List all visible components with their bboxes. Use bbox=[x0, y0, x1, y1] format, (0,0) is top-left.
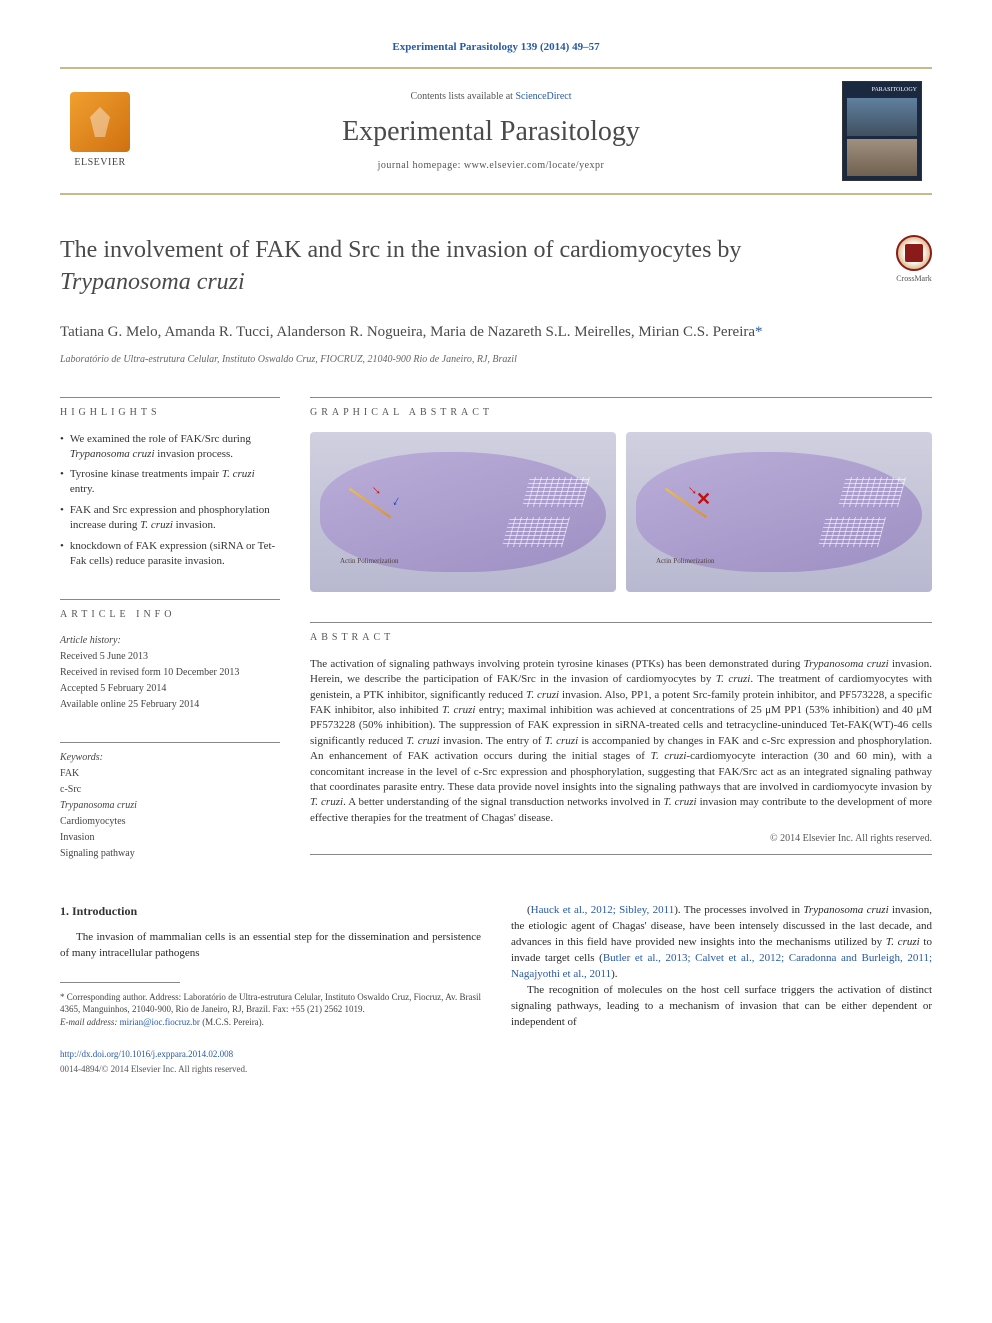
author-names: Tatiana G. Melo, Amanda R. Tucci, Alande… bbox=[60, 324, 755, 340]
highlight-item: Tyrosine kinase treatments impair T. cru… bbox=[60, 467, 280, 497]
keyword-item: Invasion bbox=[60, 831, 280, 845]
affiliation: Laboratório de Ultra-estrutura Celular, … bbox=[60, 353, 932, 367]
online-date: Available online 25 February 2014 bbox=[60, 698, 280, 712]
crossmark-label: CrossMark bbox=[896, 273, 932, 284]
citation-header: Experimental Parasitology 139 (2014) 49–… bbox=[60, 40, 932, 55]
keyword-item: FAK bbox=[60, 767, 280, 781]
separator bbox=[60, 742, 280, 743]
graphical-abstract-label: GRAPHICAL ABSTRACT bbox=[310, 397, 932, 420]
keywords-label: Keywords: bbox=[60, 751, 280, 765]
doi-link[interactable]: http://dx.doi.org/10.1016/j.exppara.2014… bbox=[60, 1048, 481, 1061]
cover-caption: PARASITOLOGY bbox=[847, 86, 917, 94]
keyword-item: Trypanosoma cruzi bbox=[60, 799, 280, 813]
homepage-line: journal homepage: www.elsevier.com/locat… bbox=[140, 159, 842, 173]
highlight-item: FAK and Src expression and phosphorylati… bbox=[60, 503, 280, 533]
highlight-item: We examined the role of FAK/Src during T… bbox=[60, 432, 280, 462]
journal-cover-thumbnail: PARASITOLOGY bbox=[842, 81, 922, 181]
homepage-prefix: journal homepage: bbox=[378, 160, 464, 171]
crossmark-icon bbox=[896, 235, 932, 271]
homepage-url[interactable]: www.elsevier.com/locate/yexpr bbox=[464, 160, 604, 171]
highlights-list: We examined the role of FAK/Src during T… bbox=[60, 432, 280, 569]
keywords: Keywords: FAK c-Src Trypanosoma cruzi Cardi… bbox=[60, 751, 280, 861]
title-species: Trypanosoma cruzi bbox=[60, 269, 245, 295]
actin-label: Actin Polimerization bbox=[340, 557, 399, 567]
abstract-copyright: © 2014 Elsevier Inc. All rights reserved… bbox=[310, 832, 932, 846]
elsevier-logo bbox=[70, 92, 130, 152]
received-date: Received 5 June 2013 bbox=[60, 650, 280, 664]
history-label: Article history: bbox=[60, 634, 280, 648]
email-link[interactable]: mirian@ioc.fiocruz.br bbox=[120, 1017, 200, 1027]
journal-name: Experimental Parasitology bbox=[140, 112, 842, 151]
ga-panel-left: → → Actin Polimerization bbox=[310, 432, 616, 592]
contents-prefix: Contents lists available at bbox=[410, 91, 515, 102]
abstract-label: ABSTRACT bbox=[310, 622, 932, 645]
graphical-abstract: → → Actin Polimerization → ✕ Actin Polim… bbox=[310, 432, 932, 592]
actin-label-2: Actin Polimerization bbox=[656, 557, 715, 567]
highlight-item: knockdown of FAK expression (siRNA or Te… bbox=[60, 539, 280, 569]
footer-copyright: 0014-4894/© 2014 Elsevier Inc. All right… bbox=[60, 1063, 481, 1076]
keyword-item: c-Src bbox=[60, 783, 280, 797]
crossmark-badge[interactable]: CrossMark bbox=[896, 235, 932, 284]
accepted-date: Accepted 5 February 2014 bbox=[60, 682, 280, 696]
article-info: Article history: Received 5 June 2013 Re… bbox=[60, 634, 280, 712]
article-title: The involvement of FAK and Src in the in… bbox=[60, 235, 876, 297]
highlights-label: HIGHLIGHTS bbox=[60, 397, 280, 420]
body-paragraph-1: The invasion of mammalian cells is an es… bbox=[60, 930, 481, 962]
revised-date: Received in revised form 10 December 201… bbox=[60, 666, 280, 680]
body-paragraph-3: The recognition of molecules on the host… bbox=[511, 983, 932, 1031]
cover-image-2 bbox=[847, 139, 917, 177]
ga-panel-right: → ✕ Actin Polimerization bbox=[626, 432, 932, 592]
separator bbox=[310, 854, 932, 855]
cover-image-1 bbox=[847, 98, 917, 136]
email-label: E-mail address: bbox=[60, 1017, 120, 1027]
title-text: The involvement of FAK and Src in the in… bbox=[60, 237, 741, 263]
keyword-item: Cardiomyocytes bbox=[60, 815, 280, 829]
journal-banner: ELSEVIER Contents lists available at Sci… bbox=[60, 67, 932, 195]
keyword-item: Signaling pathway bbox=[60, 847, 280, 861]
email-suffix: (M.C.S. Pereira). bbox=[200, 1017, 264, 1027]
corresponding-mark: * bbox=[755, 324, 763, 340]
abstract-text: The activation of signaling pathways inv… bbox=[310, 657, 932, 826]
contents-line: Contents lists available at ScienceDirec… bbox=[140, 90, 842, 104]
intro-heading: 1. Introduction bbox=[60, 903, 481, 920]
corresponding-footnote: * Corresponding author. Address: Laborat… bbox=[60, 991, 481, 1015]
footnote-separator bbox=[60, 982, 180, 983]
email-footnote: E-mail address: mirian@ioc.fiocruz.br (M… bbox=[60, 1016, 481, 1028]
publisher-name: ELSEVIER bbox=[74, 156, 125, 170]
authors: Tatiana G. Melo, Amanda R. Tucci, Alande… bbox=[60, 322, 932, 343]
body-paragraph-2: (Hauck et al., 2012; Sibley, 2011). The … bbox=[511, 903, 932, 983]
sciencedirect-link[interactable]: ScienceDirect bbox=[515, 91, 571, 102]
article-info-label: ARTICLE INFO bbox=[60, 599, 280, 622]
